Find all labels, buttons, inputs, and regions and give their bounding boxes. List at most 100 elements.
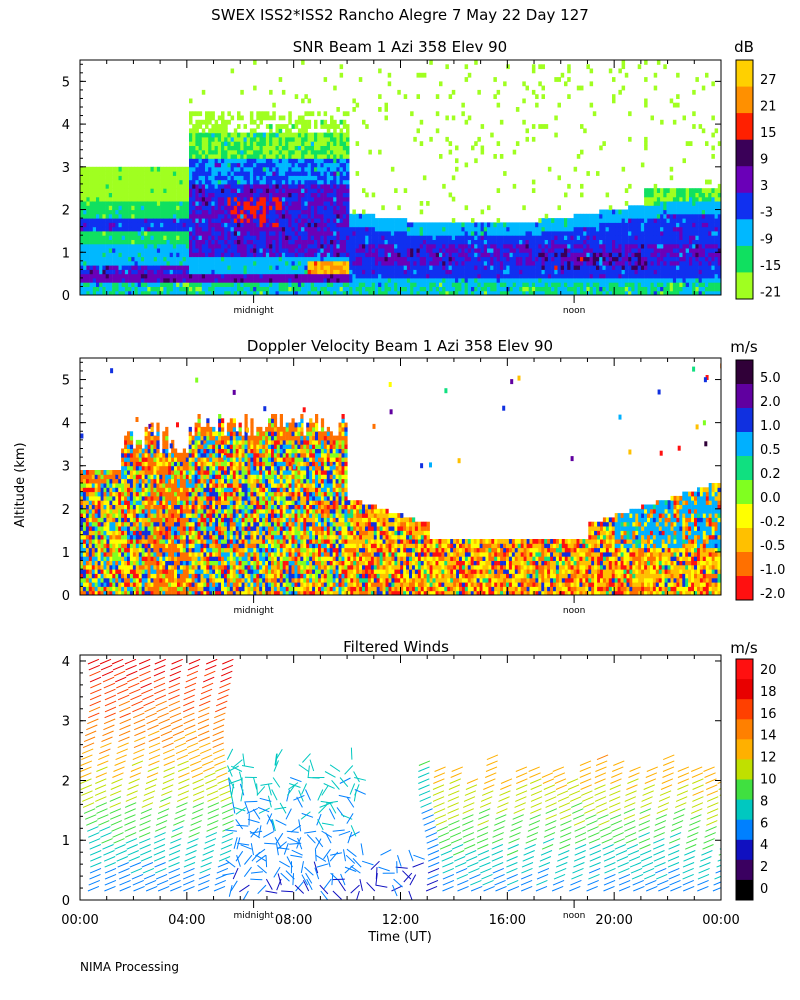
snr-cell-602 [144,282,148,287]
snr-cell-2060 [269,226,273,232]
snr-cell-4576 [592,290,597,295]
snr-cell-3190 [365,230,369,236]
snr-cell-575 [140,269,145,275]
snr-cell-1782 [246,196,251,202]
snr-cell-4555 [589,286,594,292]
snr-cell-856 [169,222,174,228]
snr-cell-1803 [249,269,254,275]
snr-cell-4068 [509,222,513,228]
snr-cell-2390 [294,213,299,219]
snr-cell-1990 [262,179,267,185]
snr-cell-4268 [544,290,549,295]
snr-cell-1012 [185,196,190,202]
snr-cell-1983 [262,209,267,215]
snr-cell-3809 [467,260,472,266]
snr-cell-4631 [599,226,603,232]
snr-cell-3774 [461,235,465,240]
snr-cell-1930 [259,260,263,266]
snr-cell-375 [118,226,122,232]
snr-cell-4973 [647,222,651,228]
snr-cell-1147 [198,286,203,292]
snr-cell-430 [124,248,129,253]
snr-cell-1724 [243,277,247,283]
snr-cell-1376 [214,196,219,202]
snr-cell-964 [182,273,187,279]
snr-cell-2467 [301,235,305,240]
snr-cell-4550 [586,218,590,223]
snr-cell-200 [99,205,103,211]
snr-cell-1412 [217,222,222,228]
snr-cell-3295 [381,218,385,223]
snr-cell-1752 [243,158,247,164]
snr-cell-1881 [253,60,257,65]
snr-cell-3205 [368,256,372,262]
snr-cell-2865 [333,290,337,295]
snr-cell-383 [118,192,122,198]
snr-cell-801 [163,201,167,206]
snr-cell-1919 [256,132,260,138]
snr-cell-3867 [477,260,481,266]
snr-cell-4811 [624,188,629,193]
snr-cell-2906 [333,85,337,91]
snr-cell-3971 [493,154,497,159]
snr-cell-4039 [506,269,510,275]
snr-cell-2911 [336,273,340,279]
snr-cell-805 [163,183,167,189]
snr-cell-1379 [214,183,219,189]
snr-cell-1941 [259,213,263,219]
snr-cell-2840 [330,222,334,228]
snr-cell-2859 [330,141,334,146]
snr-cell-2845 [330,201,334,206]
snr-cell-2697 [317,141,321,146]
snr-cell-4294 [547,265,552,270]
snr-cell-1623 [233,196,238,202]
snr-cell-4630 [599,230,603,236]
snr-cell-924 [176,188,180,193]
snr-cell-739 [156,209,161,215]
snr-cell-2032 [265,171,270,176]
snr-cell-4047 [506,235,510,240]
snr-cell-4944 [644,205,648,211]
snr-cell-2381 [294,252,299,258]
snr-cell-747 [156,175,161,181]
snr-cell-2246 [281,136,286,142]
snr-cell-2053 [269,256,273,262]
snr-cell-3464 [410,235,414,240]
snr-cell-3215 [368,213,372,219]
snr-cell-3631 [439,256,443,262]
snr-cell-120 [92,290,97,295]
snr-cell-2782 [323,111,328,117]
snr-cell-331 [115,286,119,292]
snr-cell-721 [156,286,161,292]
snr-cell-1727 [243,265,247,270]
snr-cell-4149 [525,273,529,279]
snr-cell-1343 [211,158,215,164]
snr-cell-3882 [480,277,485,283]
snr-cell-2836 [330,239,334,245]
snr-cell-118 [89,171,94,176]
snr-cell-217 [102,260,106,266]
snr-cell-119 [89,166,94,172]
snr-cell-1153 [198,260,203,266]
snr-cell-1737 [243,222,247,228]
snr-cell-3266 [378,248,382,253]
snr-cell-3814 [467,239,472,245]
snr-cell-1665 [237,183,241,189]
snr-cell-4084 [512,226,517,232]
snr-cell-1882 [256,290,260,295]
snr-cell-548 [137,256,142,262]
snr-cell-2854 [330,162,334,168]
snr-cell-4886 [637,265,642,270]
snr-cell-1660 [237,205,241,211]
snr-cell-4745 [618,286,622,292]
snr-cell-2586 [310,277,315,283]
snr-cell-2094 [272,260,276,266]
snr-cell-1906 [256,188,260,193]
snr-cell-4458 [573,248,578,253]
snr-cell-3399 [400,277,404,283]
snr-cell-2314 [288,192,292,198]
snr-cell-3421 [403,260,408,266]
snr-cell-297 [108,175,113,181]
snr-cell-3558 [426,248,430,253]
snr-cell-4758 [618,230,622,236]
